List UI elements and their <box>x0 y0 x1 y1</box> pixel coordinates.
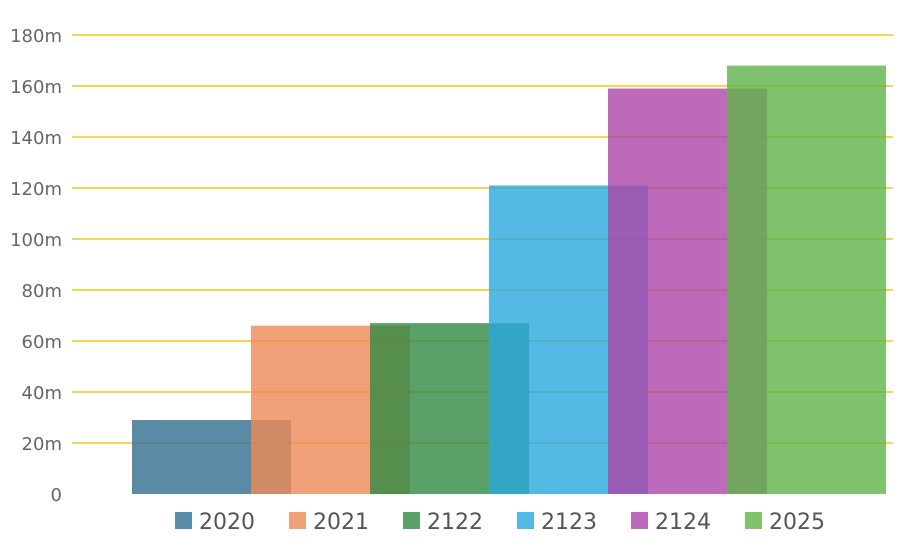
legend-label-2123: 2123 <box>541 510 597 535</box>
y-tick-label-120: 120m <box>10 179 62 200</box>
legend-swatch-2124 <box>631 512 648 529</box>
y-tick-label-100: 100m <box>10 230 62 251</box>
y-tick-label-40: 40m <box>22 383 62 404</box>
grid-lines <box>72 34 893 444</box>
legend-swatch-2020 <box>175 512 192 529</box>
legend-label-2122: 2122 <box>427 510 483 535</box>
legend-item-2124: 2124 <box>631 510 711 535</box>
legend-label-2020: 2020 <box>199 510 255 535</box>
legend-item-2025: 2025 <box>745 510 825 535</box>
y-tick-label-60: 60m <box>22 332 62 353</box>
legend-item-2020: 2020 <box>175 510 255 535</box>
bars <box>132 65 886 495</box>
legend-label-2021: 2021 <box>313 510 369 535</box>
y-tick-label-80: 80m <box>22 281 62 302</box>
legend-item-2021: 2021 <box>289 510 369 535</box>
legend-label-2124: 2124 <box>655 510 711 535</box>
legend: 2020 2021 2122 2123 2124 2025 <box>175 510 825 535</box>
y-axis-ticks: 0 20m 40m 60m 80m 100m 120m 140m 160m 180m <box>10 26 62 506</box>
legend-item-2122: 2122 <box>403 510 483 535</box>
y-tick-label-0: 0 <box>51 485 62 506</box>
legend-swatch-2122 <box>403 512 420 529</box>
bar-2025 <box>727 65 886 494</box>
legend-swatch-2123 <box>517 512 534 529</box>
legend-swatch-2025 <box>745 512 762 529</box>
legend-swatch-2021 <box>289 512 306 529</box>
legend-item-2123: 2123 <box>517 510 597 535</box>
y-tick-label-160: 160m <box>10 77 62 98</box>
y-tick-label-20: 20m <box>22 434 62 455</box>
y-tick-label-140: 140m <box>10 128 62 149</box>
legend-label-2025: 2025 <box>769 510 825 535</box>
y-tick-label-180: 180m <box>10 26 62 47</box>
